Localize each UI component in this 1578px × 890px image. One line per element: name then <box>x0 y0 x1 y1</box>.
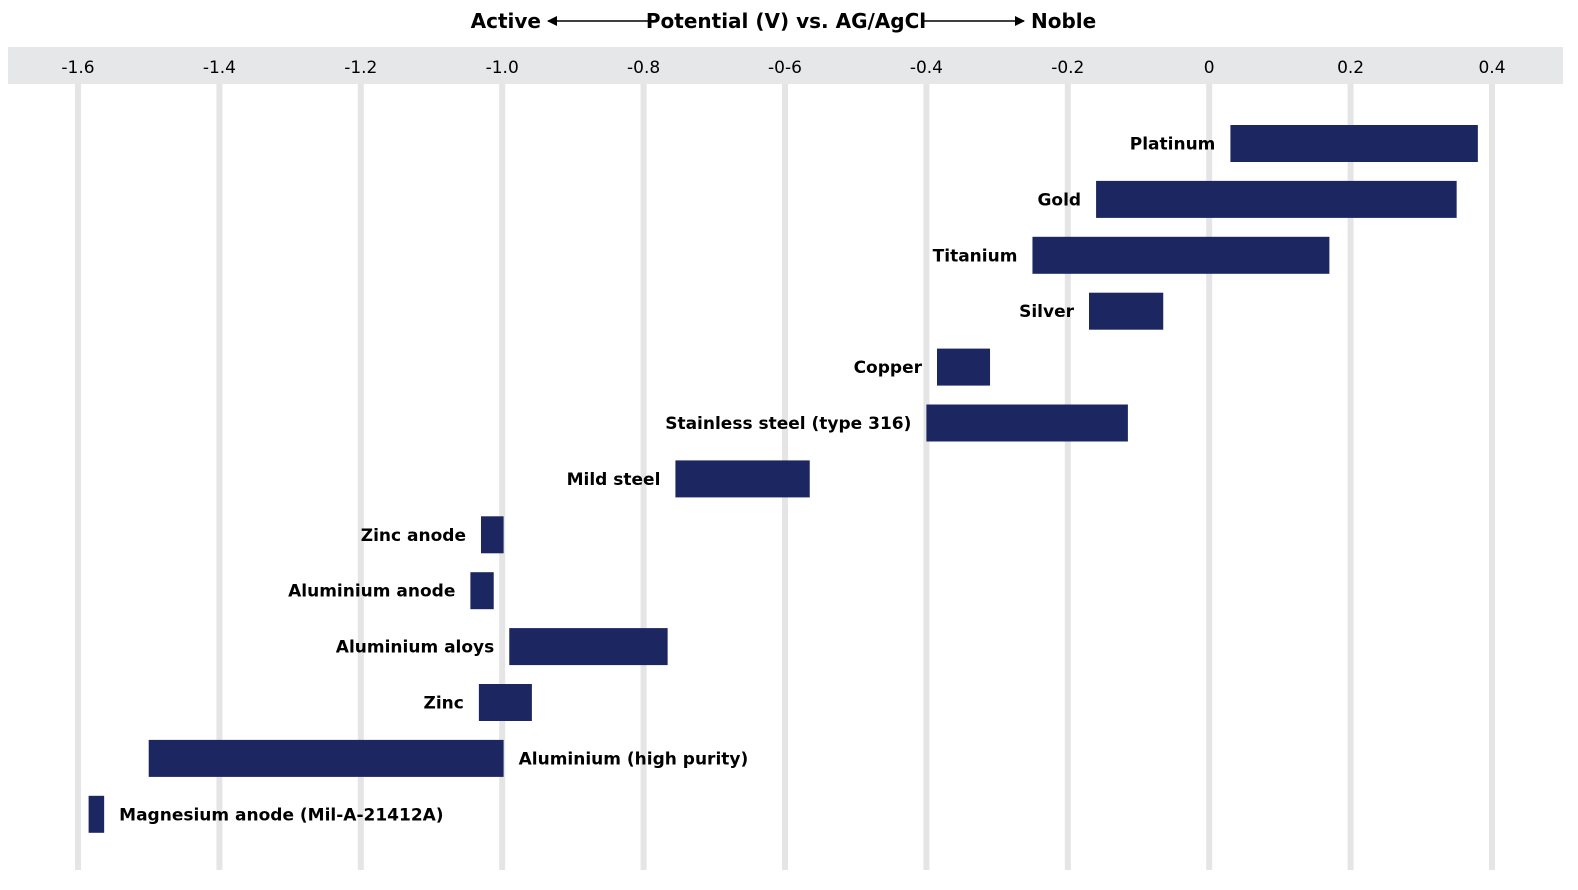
bar <box>88 795 105 833</box>
bar-labels: Platinum Gold Titanium Silver Copper Stainles… <box>119 135 1215 826</box>
axis-band <box>8 47 1563 84</box>
bar-label: Aluminium aloys <box>336 638 494 658</box>
title-center: Potential (V) vs. AG/AgCl <box>646 9 926 33</box>
bar-label: Silver <box>1019 302 1075 322</box>
bar <box>926 404 1128 442</box>
bar-label: Platinum <box>1130 135 1216 155</box>
x-tick-label: -0.8 <box>627 58 660 78</box>
title-active: Active <box>471 9 541 33</box>
x-tick-label: -1.4 <box>203 58 236 78</box>
x-axis-tick-labels: -1.6 -1.4 -1.2 -1.0 -0.8 -0-6 -0.4 -0.2 0 0.2 0.4 <box>61 58 1505 78</box>
bar-label: Titanium <box>933 246 1018 266</box>
x-tick-label: -0-6 <box>768 58 802 78</box>
bar <box>478 684 532 721</box>
x-tick-label: -1.2 <box>344 58 377 78</box>
bar <box>1089 292 1164 330</box>
bar-label: Zinc anode <box>361 526 466 546</box>
x-tick-label: -0.4 <box>910 58 943 78</box>
bar <box>1032 236 1330 274</box>
bar-label: Aluminium anode <box>288 582 455 602</box>
chart-title: Active Potential (V) vs. AG/AgCl Noble <box>471 9 1097 33</box>
bar-label: Mild steel <box>567 470 661 490</box>
bar-label: Stainless steel (type 316) <box>665 414 911 434</box>
bar-label: Magnesium anode (Mil-A-21412A) <box>119 805 443 825</box>
title-noble: Noble <box>1031 9 1096 33</box>
bar <box>470 572 494 610</box>
x-tick-label: -1.6 <box>61 58 94 78</box>
x-tick-label: -0.2 <box>1051 58 1084 78</box>
bar <box>675 460 810 498</box>
bar <box>1230 125 1478 162</box>
bar <box>148 739 504 777</box>
bar <box>480 516 504 554</box>
bar-label: Zinc <box>424 694 464 714</box>
bar-label: Aluminium (high purity) <box>519 749 749 769</box>
x-tick-label: 0.4 <box>1478 58 1505 78</box>
bar <box>1096 180 1457 218</box>
bar-label: Gold <box>1037 190 1081 210</box>
x-tick-label: 0.2 <box>1337 58 1364 78</box>
bar <box>937 348 991 386</box>
bar-label: Copper <box>854 358 923 378</box>
bar <box>509 628 668 666</box>
bars <box>88 125 1478 833</box>
x-tick-label: 0 <box>1204 58 1215 78</box>
x-tick-label: -1.0 <box>486 58 519 78</box>
